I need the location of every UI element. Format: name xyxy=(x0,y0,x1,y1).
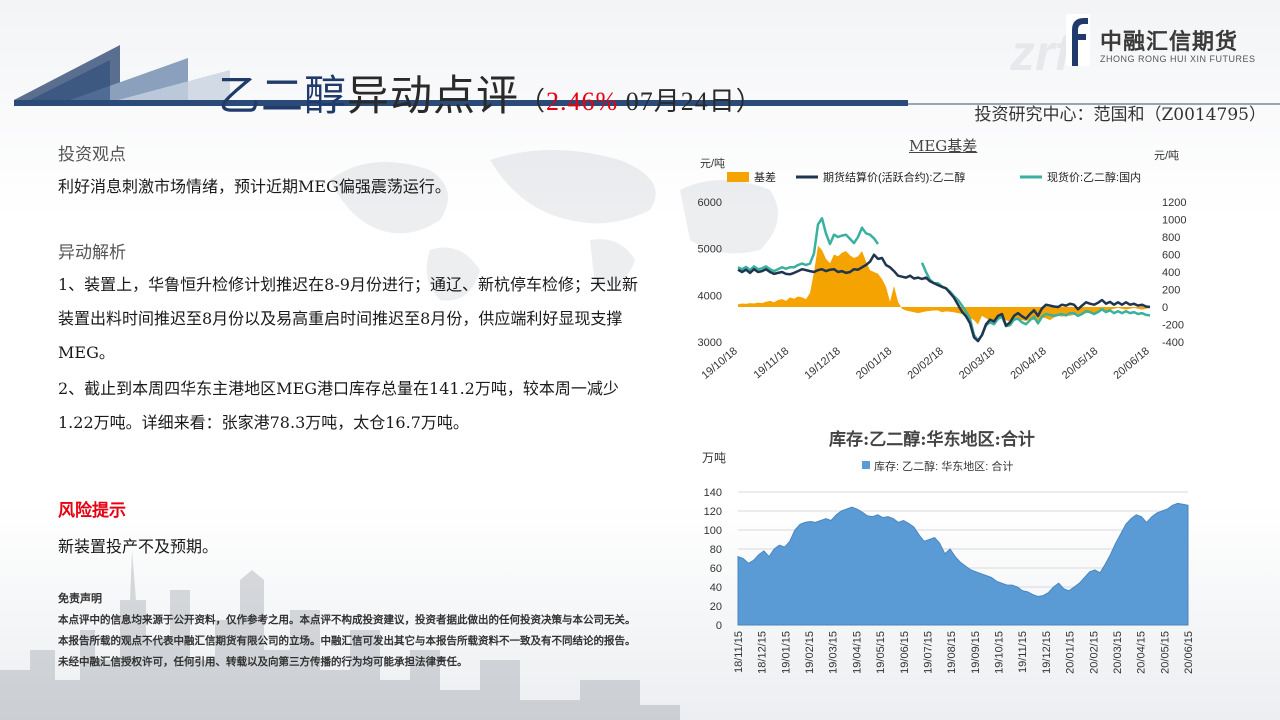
chart2-x-tick: 19/12/15 xyxy=(1041,631,1053,674)
chart1-x-tick: 20/01/18 xyxy=(854,345,895,382)
chart2-x-tick: 20/03/15 xyxy=(1112,631,1124,674)
svg-text:zrf: zrf xyxy=(1010,25,1075,81)
legend-label-futures: 期货结算价(活跃合约):乙二醇 xyxy=(823,170,965,184)
header-decoration xyxy=(14,45,230,100)
legend-swatch-inventory xyxy=(862,461,870,469)
legend-swatch-basis xyxy=(727,172,749,182)
brand-logo: 中融汇信期货 ZHONG RONG HUI XIN FUTURES xyxy=(1066,14,1272,72)
analysis-item-1: 1、装置上，华鲁恒升检修计划推迟在8-9月份进行；通辽、新杭停车检修；天业新装置… xyxy=(58,275,638,362)
chart1-left-tick: 6000 xyxy=(698,197,722,209)
chart2-x-tick: 20/02/15 xyxy=(1088,631,1100,674)
chart1-left-tick: 3000 xyxy=(698,337,722,349)
chart1-right-tick: 0 xyxy=(1162,302,1168,314)
chart2-x-tick: 18/11/15 xyxy=(733,631,745,673)
header-rule xyxy=(14,100,908,106)
chart2-y-tick: 120 xyxy=(704,506,722,518)
chart1-right-tick: 1200 xyxy=(1162,197,1186,209)
chart2-x-tick: 19/03/15 xyxy=(828,631,840,674)
chart2-x-tick: 19/11/15 xyxy=(1017,631,1029,673)
legend-label-spot: 现货价:乙二醇:国内 xyxy=(1047,170,1141,184)
chart1-right-tick: -400 xyxy=(1162,337,1184,349)
chart2-x-tick: 18/12/15 xyxy=(757,631,769,674)
chart2-x-tick: 20/06/15 xyxy=(1183,631,1195,674)
chart2-y-tick: 0 xyxy=(716,620,722,632)
title-product: 乙二醇 xyxy=(218,71,348,120)
chart1-left-unit: 元/吨 xyxy=(700,157,725,170)
chart1-right-tick: 600 xyxy=(1162,250,1180,262)
chart2-y-tick: 140 xyxy=(704,487,722,499)
legend-label-basis: 基差 xyxy=(754,170,776,184)
chart1-x-tick: 20/03/18 xyxy=(957,345,998,382)
disclaimer-title: 免责声明 xyxy=(58,592,102,605)
chart2-x-tick: 19/04/15 xyxy=(851,631,863,674)
analysis-title: 异动解析 xyxy=(58,243,126,263)
title-date: 07月24日 xyxy=(618,87,736,116)
chart2-y-tick: 80 xyxy=(710,544,722,556)
author-line: 投资研究中心：范国和（Z0014795） xyxy=(974,105,1266,125)
world-map-watermark xyxy=(330,150,778,301)
chart2-y-tick: 20 xyxy=(710,601,722,613)
chart2-x-tick: 20/04/15 xyxy=(1136,631,1148,674)
meg-basis-chart: 元/吨 元/吨 基差 期货结算价(活跃合约):乙二醇 现货价:乙二醇:国内 60… xyxy=(698,149,1187,382)
chart2-legend: 库存: 乙二醇: 华东地区: 合计 xyxy=(862,459,1013,473)
chart2-unit: 万吨 xyxy=(702,451,726,465)
chart1-right-tick: -200 xyxy=(1162,320,1184,332)
brand-english: ZHONG RONG HUI XIN FUTURES xyxy=(1100,54,1256,64)
risk-text: 新装置投产不及预期。 xyxy=(58,537,219,556)
chart2-x-tick: 19/09/15 xyxy=(970,631,982,674)
chart1-right-tick: 400 xyxy=(1162,267,1180,279)
chart2-x-tick: 19/06/15 xyxy=(899,631,911,674)
chart1-x-tick: 19/11/18 xyxy=(752,345,792,381)
chart2-y-tick: 40 xyxy=(710,582,722,594)
title-topic: 异动点评 xyxy=(347,71,520,120)
title-paren-close: ） xyxy=(735,87,763,116)
chart2-y-tick: 60 xyxy=(710,563,722,575)
chart1-x-tick: 19/12/18 xyxy=(802,345,843,382)
futures-price-line xyxy=(737,253,1151,343)
chart2-x-tick: 19/02/15 xyxy=(804,631,816,674)
chart2-x-tick: 19/08/15 xyxy=(946,631,958,674)
chart1-right-unit: 元/吨 xyxy=(1154,149,1179,162)
chart1-legend: 基差 期货结算价(活跃合约):乙二醇 现货价:乙二醇:国内 xyxy=(727,170,1141,184)
analysis-item-2: 2、截止到本周四华东主港地区MEG港口库存总量在141.2万吨，较本周一减少1.… xyxy=(58,379,619,432)
header-rule-thin xyxy=(908,103,1280,105)
chart2-x-tick: 20/05/15 xyxy=(1159,631,1171,674)
view-title: 投资观点 xyxy=(58,145,126,165)
chart1-right-tick: 800 xyxy=(1162,232,1180,244)
disclaimer-text: 本点评中的信息均来源于公开资料，仅作参考之用。本点评不构成投资建议，投资者据此做… xyxy=(58,614,636,668)
title-change-pct: 2.46% xyxy=(546,87,619,116)
brand-name: 中融汇信期货 xyxy=(1100,30,1239,55)
spot-price-line xyxy=(737,217,1151,342)
view-text: 利好消息刺激市场情绪，预计近期MEG偏强震荡运行。 xyxy=(58,177,451,196)
chart2-y-tick: 100 xyxy=(704,525,722,537)
chart1-x-tick: 20/06/18 xyxy=(1111,345,1152,382)
chart1-x-tick: 19/10/18 xyxy=(699,345,740,382)
chart2-x-tick: 19/07/15 xyxy=(922,631,934,674)
chart2-x-tick: 19/01/15 xyxy=(780,631,792,674)
chart2-x-tick: 19/10/15 xyxy=(994,631,1006,674)
city-skyline-watermark xyxy=(0,550,680,720)
risk-title: 风险提示 xyxy=(58,501,126,521)
page-title: 乙二醇异动点评（2.46% 07月24日） xyxy=(218,62,763,123)
chart2-title: 库存:乙二醇:华东地区:合计 xyxy=(829,430,1035,450)
brand-f-icon xyxy=(1066,14,1090,66)
inventory-chart: 万吨 库存: 乙二醇: 华东地区: 合计 140120100806040200 … xyxy=(702,451,1195,674)
chart1-x-tick: 20/02/18 xyxy=(905,345,946,382)
chart1-left-tick: 4000 xyxy=(698,290,722,302)
chart1-x-tick: 20/04/18 xyxy=(1008,345,1049,382)
chart1-title: MEG基差 xyxy=(909,137,978,155)
chart2-x-tick: 20/01/15 xyxy=(1065,631,1077,674)
title-paren-open: （ xyxy=(519,87,547,116)
inventory-area xyxy=(737,502,1189,626)
chart1-left-tick: 5000 xyxy=(698,244,722,256)
legend-label-inventory: 库存: 乙二醇: 华东地区: 合计 xyxy=(874,459,1013,473)
chart2-x-tick: 19/05/15 xyxy=(875,631,887,674)
basis-area xyxy=(738,245,1150,325)
chart1-right-tick: 200 xyxy=(1162,285,1180,297)
chart1-right-tick: 1000 xyxy=(1162,215,1186,227)
chart1-x-tick: 20/05/18 xyxy=(1060,345,1101,382)
zrf-watermark: zrf xyxy=(1010,25,1075,81)
